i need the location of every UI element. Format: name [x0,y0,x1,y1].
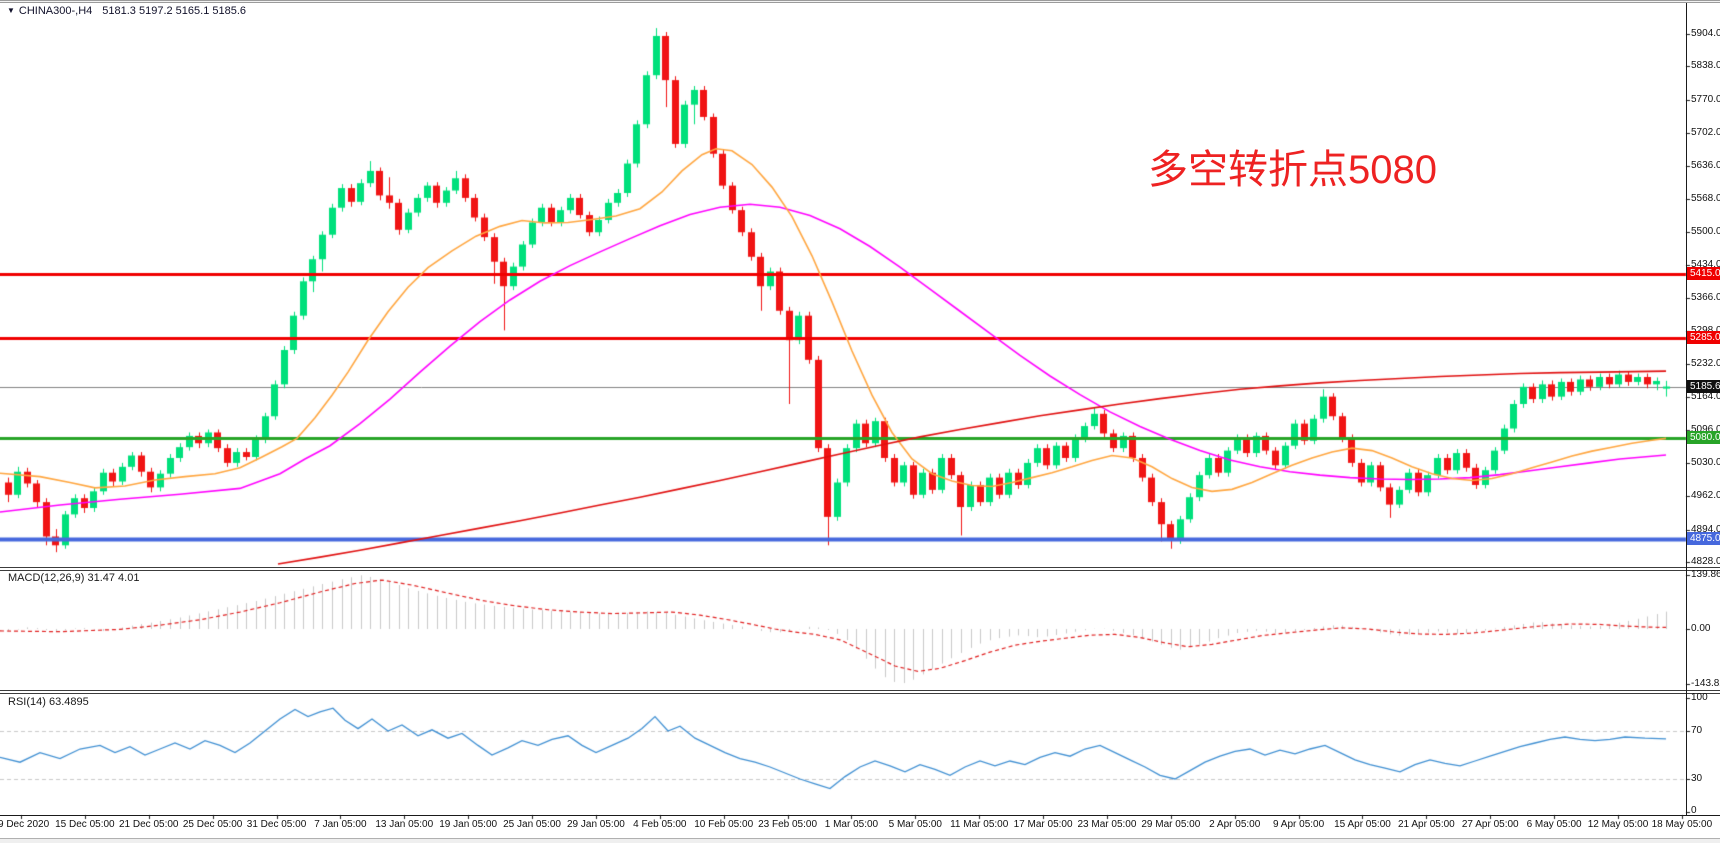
macd-indicator-label: MACD(12,26,9) 31.47 4.01 [8,572,140,584]
rsi-indicator-label: RSI(14) 63.4895 [8,696,89,708]
price-annotation-text[interactable]: 多空转折点5080 [1148,148,1437,192]
panel-separator-macd[interactable] [0,567,1720,571]
window-top-edge [0,0,1720,3]
price-axis[interactable] [1687,3,1720,815]
panel-separator-rsi[interactable] [0,690,1720,694]
chart-title: ▼ CHINA300-,H4 5181.3 5197.2 5165.1 5185.6 [7,5,246,17]
time-axis[interactable] [0,816,1720,838]
time-axis-border [0,815,1720,816]
window-bottom-edge [0,838,1720,843]
ohlc-readout: 5181.3 5197.2 5165.1 5185.6 [102,5,247,17]
price-axis-border [1686,3,1687,815]
symbol-dropdown-icon[interactable]: ▼ [7,6,15,15]
symbol-period-label: CHINA300-,H4 [18,5,93,17]
